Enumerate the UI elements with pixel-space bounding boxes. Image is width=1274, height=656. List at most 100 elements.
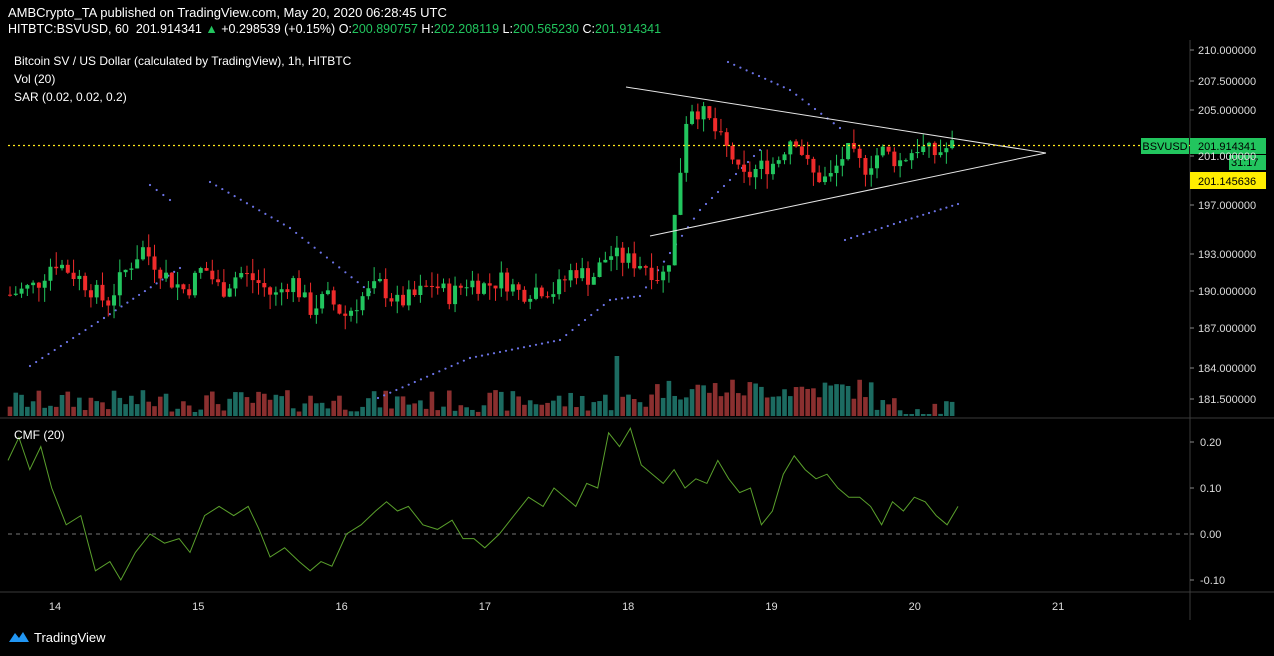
volume-bar bbox=[660, 397, 666, 416]
volume-bar bbox=[811, 388, 816, 416]
tradingview-brand[interactable]: TradingView bbox=[34, 630, 106, 645]
chart-header: AMBCrypto_TA published on TradingView.co… bbox=[0, 0, 1274, 40]
sar-dot bbox=[892, 222, 895, 226]
time-tick-label: 14 bbox=[49, 601, 61, 613]
candle-body bbox=[718, 131, 723, 133]
sar-dot bbox=[668, 251, 672, 255]
sar-dot bbox=[450, 364, 453, 368]
candle-body bbox=[944, 148, 949, 153]
volume-bar bbox=[13, 392, 19, 416]
candle-body bbox=[406, 289, 411, 306]
volume-bar bbox=[845, 385, 851, 416]
candle-body bbox=[707, 106, 712, 119]
sar-dot bbox=[596, 308, 599, 312]
volume-bar bbox=[319, 402, 325, 416]
volume-bar bbox=[279, 396, 284, 416]
price-chart[interactable]: BSVUSD 201.914341 31:17 201.145636 181.5000… bbox=[0, 40, 1274, 620]
volume-bar bbox=[123, 404, 128, 416]
sar-dot bbox=[752, 154, 756, 158]
sar-dot bbox=[626, 296, 630, 299]
candle-body bbox=[424, 285, 429, 287]
volume-bar bbox=[776, 396, 782, 416]
close-label: C: bbox=[582, 22, 596, 36]
candle-body bbox=[528, 298, 533, 302]
volume-bar bbox=[146, 401, 152, 416]
volume-bar bbox=[741, 395, 747, 416]
sar-dot bbox=[468, 356, 472, 360]
sar-dot bbox=[577, 323, 580, 327]
volume-bar bbox=[903, 414, 909, 416]
candle-body bbox=[192, 272, 197, 296]
volume-bar bbox=[423, 408, 429, 416]
volume-bar bbox=[267, 399, 273, 416]
volume-bar bbox=[129, 395, 134, 416]
price-tick-label: 181.500000 bbox=[1198, 394, 1256, 406]
sar-dot bbox=[945, 206, 948, 209]
volume-bar bbox=[100, 402, 105, 416]
candle-body bbox=[320, 294, 325, 309]
volume-bar bbox=[920, 414, 926, 416]
candle-body bbox=[684, 123, 689, 173]
sar-dot bbox=[65, 340, 69, 344]
sar-dot bbox=[288, 226, 292, 230]
high-label: H: bbox=[421, 22, 434, 36]
candle-body bbox=[302, 292, 307, 298]
volume-bar bbox=[383, 390, 388, 416]
candle-body bbox=[77, 275, 82, 280]
candle-body bbox=[799, 146, 804, 155]
sar-dot bbox=[770, 80, 773, 83]
volume-bar bbox=[666, 380, 672, 416]
volume-bar bbox=[302, 403, 308, 416]
volume-bar bbox=[452, 410, 458, 416]
volume-bar bbox=[152, 406, 157, 416]
last-price: 201.914341 bbox=[135, 22, 202, 36]
volume-bar bbox=[94, 401, 99, 416]
volume-bar bbox=[944, 401, 949, 416]
volume-bar bbox=[77, 397, 82, 416]
candle-body bbox=[614, 247, 619, 257]
sar-dot bbox=[41, 356, 44, 360]
tradingview-logo-icon[interactable] bbox=[8, 630, 30, 644]
candle-body bbox=[580, 268, 585, 279]
sar-dot bbox=[155, 282, 158, 285]
candle-body bbox=[701, 106, 706, 120]
candle-body bbox=[782, 154, 787, 161]
sar-dot bbox=[114, 309, 117, 312]
candle-body bbox=[308, 292, 313, 315]
candle-body bbox=[476, 280, 481, 294]
price-tick-label: 184.000000 bbox=[1198, 363, 1256, 375]
volume-bar bbox=[487, 392, 493, 416]
candle-body bbox=[204, 268, 209, 271]
sar-dot bbox=[716, 190, 720, 194]
volume-bar bbox=[678, 399, 683, 416]
candle-body bbox=[805, 154, 810, 159]
sar-dot bbox=[832, 122, 835, 125]
volume-bar bbox=[840, 384, 845, 416]
candle-body bbox=[643, 266, 648, 268]
candle-body bbox=[713, 118, 718, 132]
candle-body bbox=[221, 282, 226, 297]
candle-body bbox=[846, 143, 851, 160]
candle-body bbox=[152, 256, 157, 270]
candle-body bbox=[828, 173, 833, 177]
price-tick-label: 197.000000 bbox=[1198, 200, 1256, 212]
volume-bar bbox=[689, 389, 695, 416]
volume-bar bbox=[926, 414, 932, 416]
volume-bar bbox=[204, 395, 209, 416]
sar-dot bbox=[276, 219, 279, 223]
volume-bar bbox=[620, 396, 625, 416]
cmf-legend: CMF (20) bbox=[14, 428, 65, 442]
candle-body bbox=[31, 282, 36, 286]
sar-dot bbox=[338, 266, 341, 269]
volume-bar bbox=[163, 393, 169, 416]
volume-bar bbox=[221, 410, 227, 416]
time-tick-label: 19 bbox=[765, 601, 777, 613]
volume-bar bbox=[949, 401, 955, 416]
volume-bar bbox=[314, 403, 319, 416]
candle-body bbox=[938, 152, 943, 156]
sar-dot bbox=[28, 364, 32, 368]
sar-dot bbox=[245, 202, 249, 205]
sar-dot bbox=[638, 294, 642, 298]
candle-body bbox=[169, 272, 174, 288]
sar-dot bbox=[148, 183, 152, 187]
